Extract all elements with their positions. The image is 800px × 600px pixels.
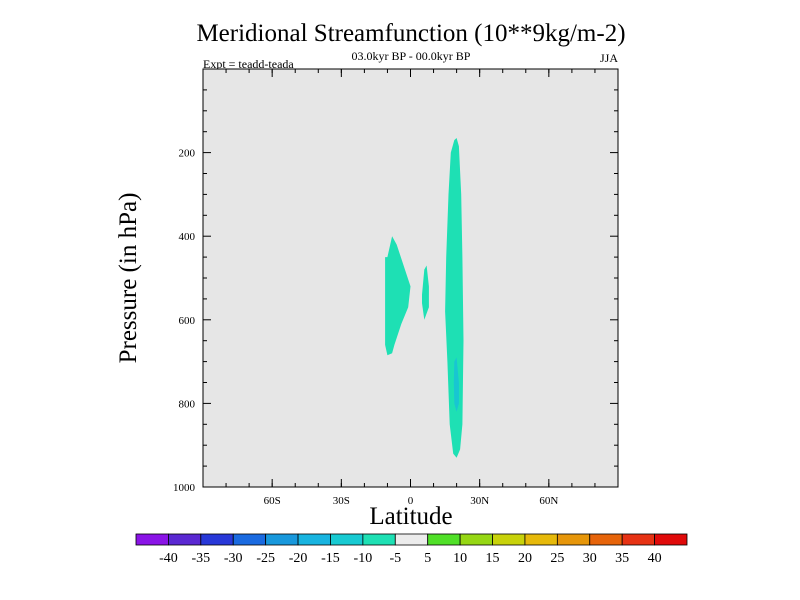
x-tick-label: 30N	[470, 495, 489, 507]
colorbar-box	[524, 533, 558, 546]
x-tick-label: 0	[408, 495, 414, 507]
colorbar-label: 25	[550, 551, 564, 566]
contour-region-southern-lobe	[385, 236, 411, 356]
colorbar-labels: -40 -35 -30 -25 -20 -15 -10 -5 5 10 15 20 25 30 35 40	[159, 551, 662, 566]
colorbar-box	[330, 533, 364, 546]
x-tick-label: 60N	[539, 495, 558, 507]
colorbar-label: 40	[648, 551, 662, 566]
x-tick-labels: 60S 30S 0 30N 60N	[264, 495, 559, 507]
y-tick-label: 400	[179, 231, 196, 243]
colorbar-label: 35	[615, 551, 629, 566]
contour-regions	[385, 138, 464, 458]
colorbar-label: -30	[224, 551, 243, 566]
contour-region-northern-column-core	[453, 357, 459, 412]
chart-subtitle-center: 03.0kyr BP - 00.0kyr BP	[352, 49, 471, 63]
x-tick-label: 30S	[333, 495, 350, 507]
y-axis-label: Pressure (in hPa)	[115, 193, 142, 364]
colorbar-label: 20	[518, 551, 532, 566]
colorbar-box	[297, 533, 331, 546]
colorbar-label: 15	[486, 551, 500, 566]
colorbar-box	[654, 533, 688, 546]
colorbar-box	[200, 533, 234, 546]
colorbar-label: -15	[321, 551, 340, 566]
colorbar-box	[427, 533, 461, 546]
colorbar-label: 30	[583, 551, 597, 566]
colorbar-label: -20	[289, 551, 308, 566]
plot-area	[203, 69, 618, 487]
colorbar-box	[459, 533, 493, 546]
colorbar-box	[394, 533, 429, 546]
chart-subtitle-left: Expt = teadd-teada	[203, 57, 294, 71]
colorbar-box	[232, 533, 267, 546]
y-tick-label: 1000	[173, 482, 196, 494]
contour-region-equatorial-sliver	[422, 265, 429, 320]
colorbar-label: -10	[354, 551, 373, 566]
colorbar-label: -40	[159, 551, 178, 566]
colorbar-box	[168, 533, 202, 546]
colorbar-box	[362, 533, 396, 546]
colorbar-label: 10	[453, 551, 467, 566]
colorbar-label: 5	[424, 551, 431, 566]
colorbar-label: -25	[256, 551, 275, 566]
colorbar-box	[621, 533, 655, 546]
colorbar-box	[135, 533, 169, 546]
colorbar-label: -5	[389, 551, 401, 566]
chart-subtitle-right: JJA	[600, 51, 618, 65]
y-tick-label: 800	[179, 398, 196, 410]
colorbar-label: -35	[191, 551, 210, 566]
contour-region-northern-column	[445, 138, 464, 458]
y-tick-labels: 200 400 600 800 1000	[173, 148, 196, 494]
major-ticks	[203, 69, 618, 488]
colorbar	[135, 533, 688, 546]
chart-title: Meridional Streamfunction (10**9kg/m-2)	[196, 20, 625, 47]
x-axis-label: Latitude	[369, 503, 452, 530]
colorbar-box	[556, 533, 591, 546]
y-tick-label: 200	[179, 148, 196, 160]
y-tick-label: 600	[179, 315, 196, 327]
x-tick-label: 60S	[264, 495, 281, 507]
plot-frame	[202, 68, 619, 488]
colorbar-box	[492, 533, 526, 546]
colorbar-box	[265, 533, 299, 546]
colorbar-box	[589, 533, 623, 546]
